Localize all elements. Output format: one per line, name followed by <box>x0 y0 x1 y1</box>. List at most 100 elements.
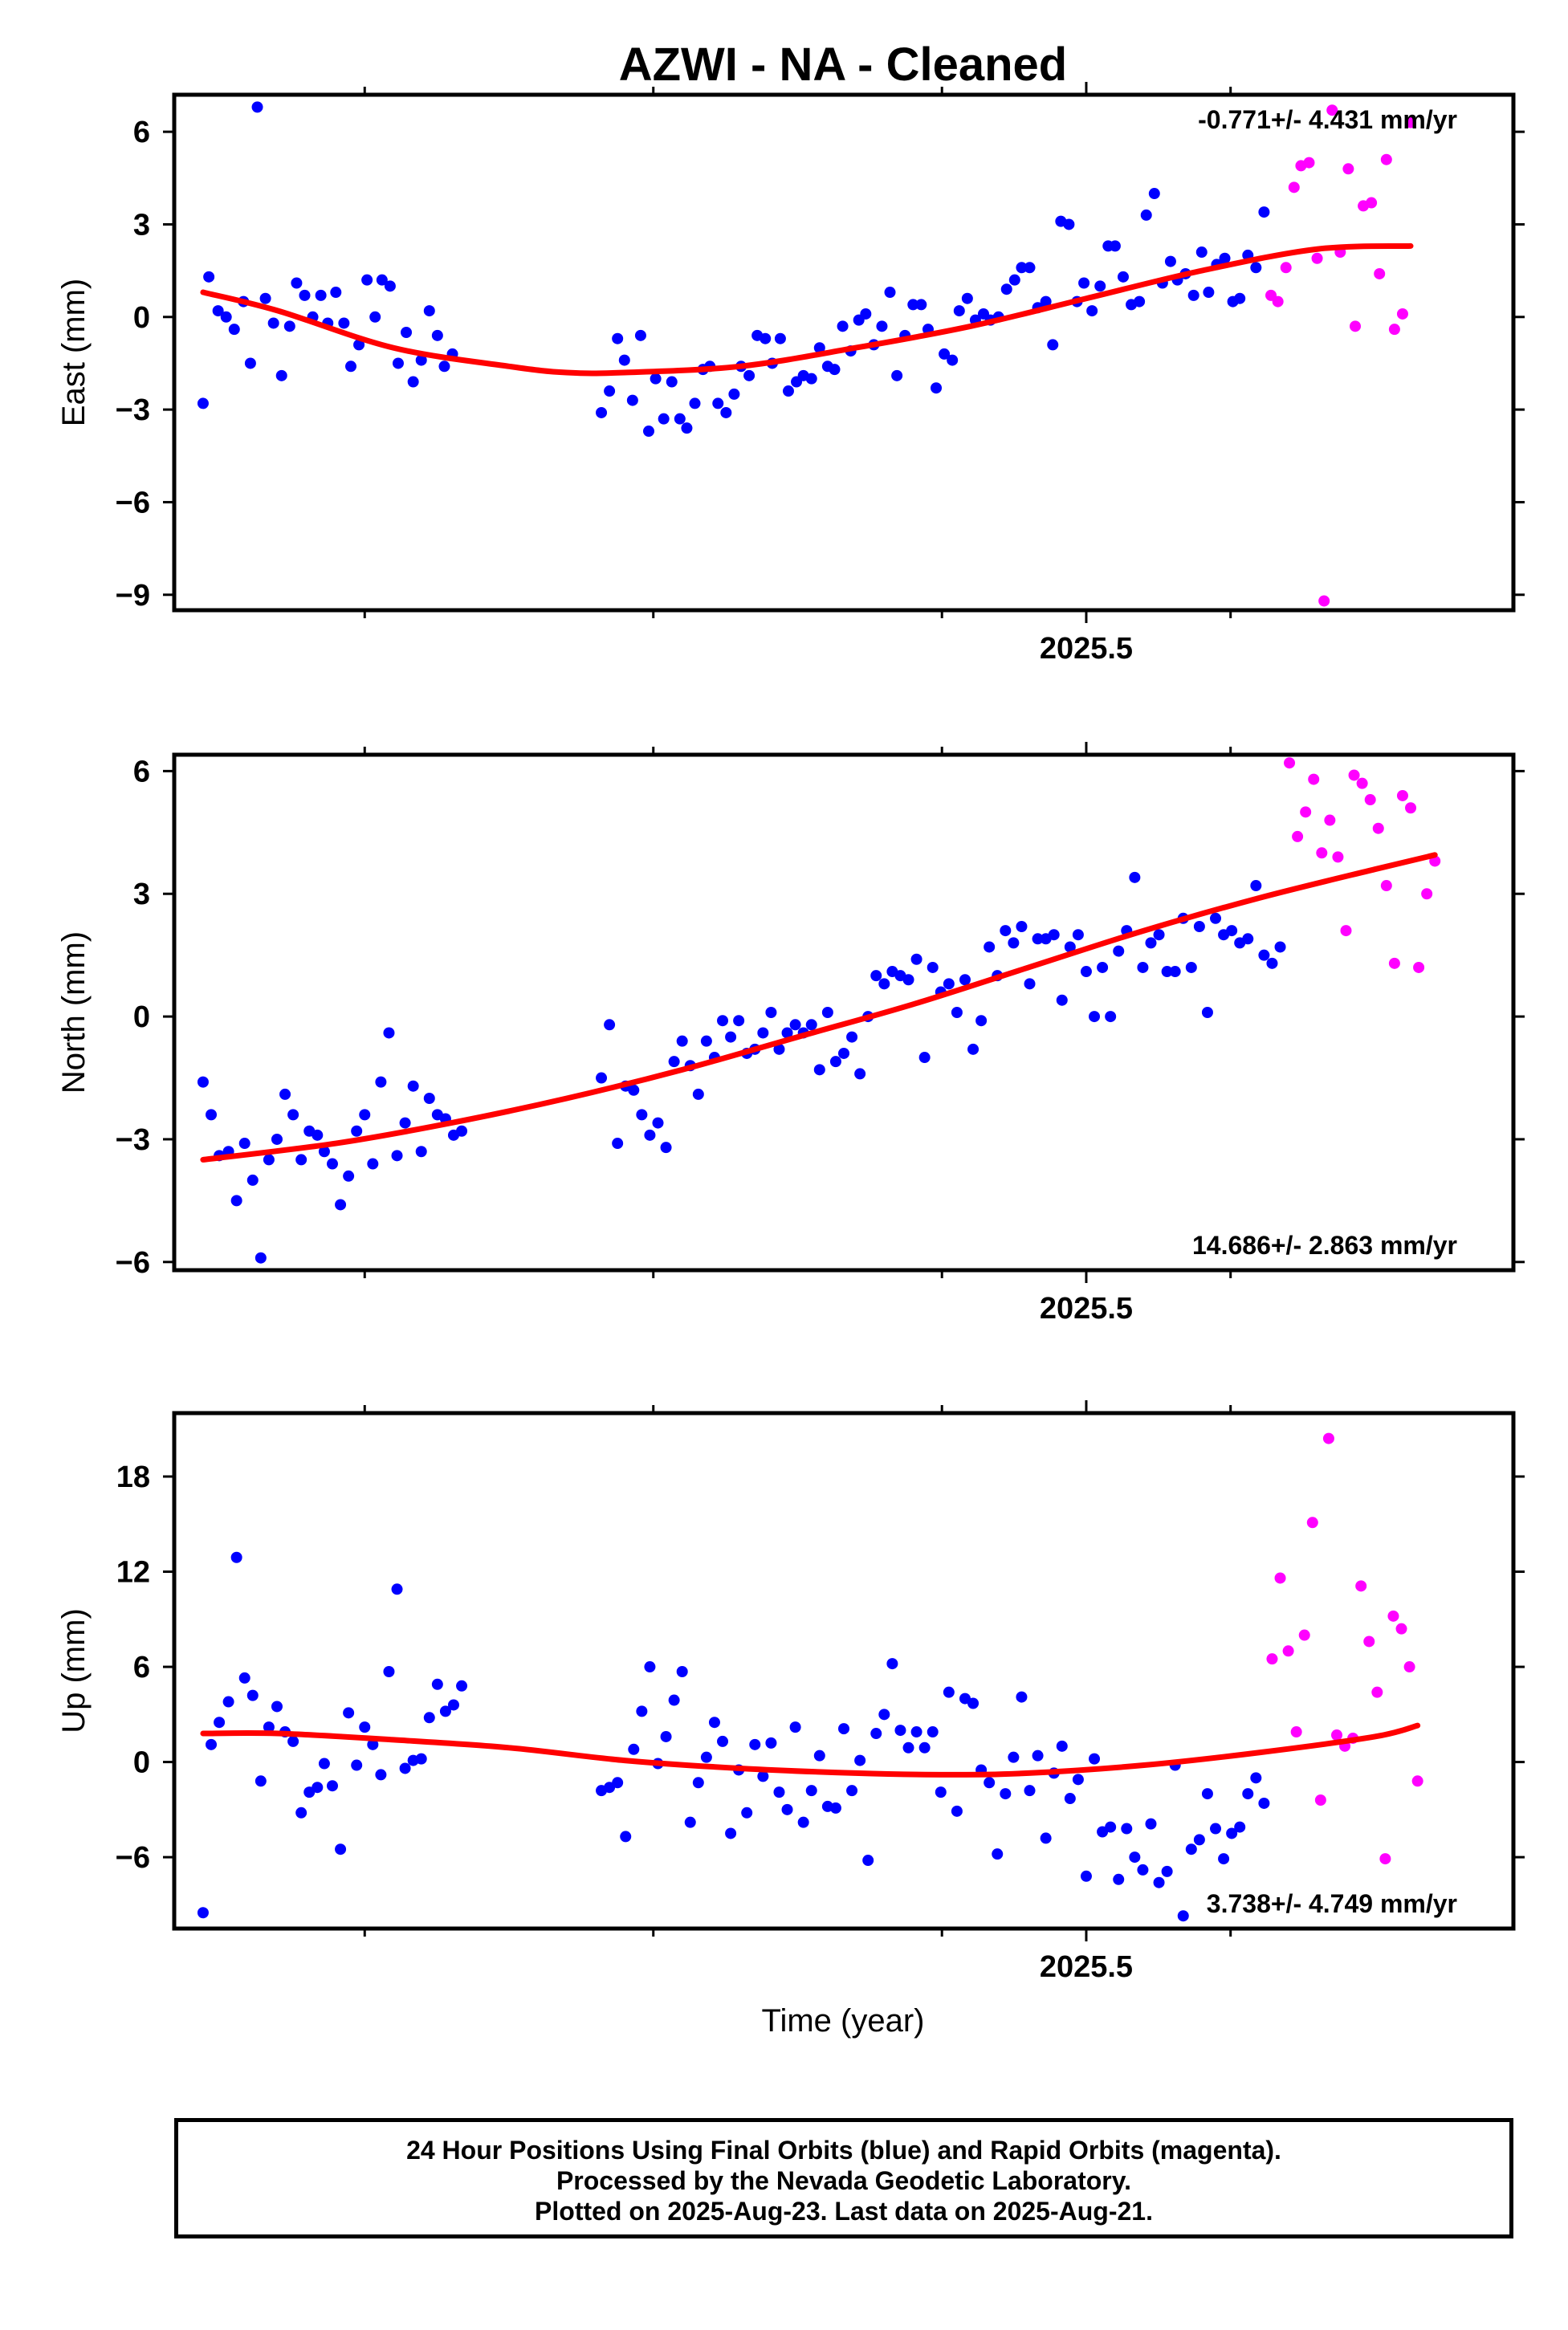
y-tick-label: 0 <box>133 1000 150 1034</box>
final-orbit-point <box>902 1741 914 1754</box>
final-orbit-point <box>438 360 450 373</box>
rapid-orbit-point <box>1326 104 1338 116</box>
final-orbit-point <box>431 1678 443 1690</box>
rapid-orbit-point <box>1411 1775 1423 1787</box>
final-orbit-point <box>1024 1785 1036 1797</box>
final-orbit-point <box>367 1738 379 1750</box>
rapid-orbit-point <box>1274 1572 1286 1584</box>
final-orbit-point <box>1153 1876 1165 1888</box>
final-orbit-point <box>1000 1788 1012 1800</box>
final-orbit-point <box>1210 1823 1222 1835</box>
final-orbit-point <box>636 1109 648 1121</box>
final-orbit-point <box>1094 280 1106 292</box>
final-orbit-point <box>1078 277 1090 289</box>
final-orbit-point <box>383 1027 395 1039</box>
final-orbit-point <box>1040 1832 1052 1844</box>
final-orbit-point <box>312 1129 324 1141</box>
final-orbit-point <box>1153 929 1165 941</box>
final-orbit-point <box>1032 1750 1044 1762</box>
final-orbit-point <box>1226 1827 1238 1839</box>
final-orbit-point <box>760 332 772 344</box>
final-orbit-point <box>918 1741 931 1754</box>
y-tick-label: −9 <box>116 579 150 613</box>
final-orbit-point <box>1000 283 1012 295</box>
y-tick-label: 3 <box>133 208 150 242</box>
rapid-orbit-point <box>1364 794 1376 806</box>
final-orbit-point <box>212 305 224 317</box>
rapid-orbit-point <box>1290 1726 1302 1738</box>
y-tick-label: −3 <box>116 1123 150 1157</box>
x-tick-label: 2025.5 <box>1040 1292 1133 1326</box>
final-orbit-point <box>984 941 996 953</box>
rapid-orbit-point <box>1340 925 1352 937</box>
final-orbit-point <box>1121 1823 1133 1835</box>
final-orbit-point <box>407 376 419 388</box>
final-orbit-point <box>338 317 350 329</box>
final-orbit-point <box>384 280 396 292</box>
x-axis-label: Time (year) <box>762 2003 925 2039</box>
final-orbit-point <box>1064 1793 1076 1805</box>
final-orbit-point <box>992 1848 1004 1860</box>
final-orbit-point <box>984 1777 996 1789</box>
final-orbit-point <box>299 289 311 301</box>
y-tick-label: 3 <box>133 878 150 911</box>
rapid-orbit-point <box>1280 262 1292 274</box>
final-orbit-point <box>943 1686 955 1698</box>
final-orbit-point <box>717 1015 729 1027</box>
final-orbit-point <box>870 970 882 982</box>
rapid-orbit-point <box>1366 197 1378 209</box>
final-orbit-point <box>789 1721 801 1733</box>
final-orbit-point <box>287 1735 299 1747</box>
final-orbit-point <box>1105 1011 1117 1023</box>
final-orbit-point <box>271 1133 283 1145</box>
final-orbit-point <box>1201 1007 1213 1018</box>
rapid-orbit-point <box>1282 1645 1294 1657</box>
y-tick-label: 12 <box>116 1556 150 1590</box>
final-orbit-point <box>596 406 608 418</box>
final-orbit-point <box>255 1252 267 1264</box>
y-tick-label: 0 <box>133 301 150 335</box>
final-orbit-point <box>660 1730 672 1742</box>
y-axis-label: East (mm) <box>56 279 92 426</box>
final-orbit-point <box>1016 262 1028 274</box>
final-orbit-point <box>838 1723 849 1735</box>
rapid-orbit-point <box>1380 880 1392 892</box>
final-orbit-point <box>741 1807 753 1819</box>
final-orbit-point <box>674 413 686 425</box>
final-orbit-point <box>931 382 943 394</box>
final-orbit-point <box>620 1831 632 1843</box>
final-orbit-point <box>644 1129 656 1141</box>
final-orbit-point <box>1097 961 1109 973</box>
final-orbit-point <box>361 274 373 286</box>
final-orbit-point <box>813 1750 825 1762</box>
final-orbit-point <box>1218 1853 1230 1865</box>
final-orbit-point <box>197 1076 209 1088</box>
final-orbit-point <box>1250 1772 1262 1784</box>
final-orbit-point <box>854 1754 866 1766</box>
final-orbit-point <box>805 373 817 385</box>
final-orbit-point <box>876 320 888 332</box>
final-orbit-point <box>1089 1011 1101 1023</box>
final-orbit-point <box>757 1770 769 1782</box>
rapid-orbit-point <box>1405 116 1417 128</box>
final-orbit-point <box>1145 1818 1157 1830</box>
final-orbit-point <box>829 1802 841 1814</box>
final-orbit-point <box>283 320 295 332</box>
final-orbit-point <box>1193 921 1205 932</box>
final-orbit-point <box>279 1088 291 1100</box>
final-orbit-point <box>634 329 646 341</box>
final-orbit-point <box>829 1056 841 1068</box>
rapid-orbit-point <box>1318 595 1330 607</box>
model-fit-curve <box>200 242 1414 377</box>
final-orbit-point <box>1137 1864 1149 1876</box>
final-orbit-point <box>951 1805 963 1817</box>
final-orbit-point <box>401 327 413 339</box>
final-orbit-point <box>700 1035 712 1047</box>
final-orbit-point <box>870 1728 882 1740</box>
final-orbit-point <box>757 1027 769 1039</box>
final-orbit-point <box>878 1709 890 1721</box>
rapid-orbit-point <box>1413 961 1425 973</box>
final-orbit-point <box>886 1658 898 1670</box>
final-orbit-point <box>628 1084 640 1096</box>
final-orbit-point <box>1185 961 1197 973</box>
